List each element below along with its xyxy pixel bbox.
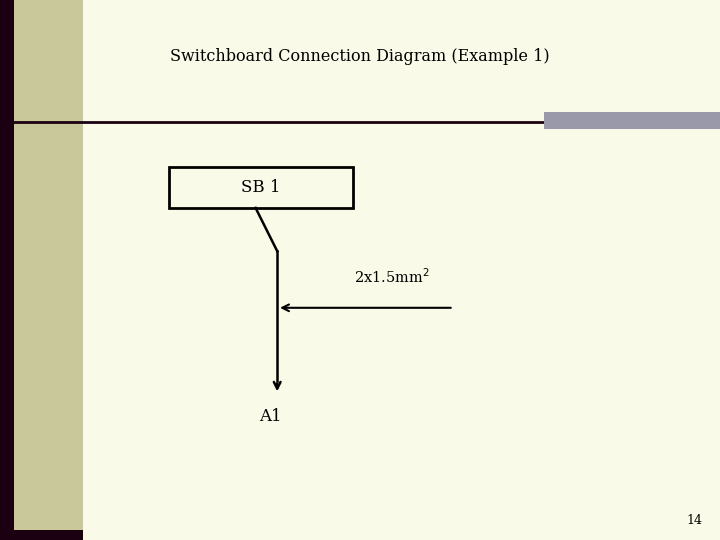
Text: 2x1.5mm$^2$: 2x1.5mm$^2$ bbox=[354, 267, 431, 286]
Bar bbox=[169, 167, 353, 208]
Text: Switchboard Connection Diagram (Example 1): Switchboard Connection Diagram (Example … bbox=[170, 48, 550, 65]
Bar bbox=[0, 530, 83, 540]
Text: 14: 14 bbox=[686, 514, 702, 526]
Bar bbox=[0, 0, 83, 540]
Bar bbox=[544, 112, 720, 129]
Text: SB 1: SB 1 bbox=[241, 179, 281, 196]
Text: A1: A1 bbox=[258, 408, 282, 424]
Bar bbox=[0, 0, 14, 540]
